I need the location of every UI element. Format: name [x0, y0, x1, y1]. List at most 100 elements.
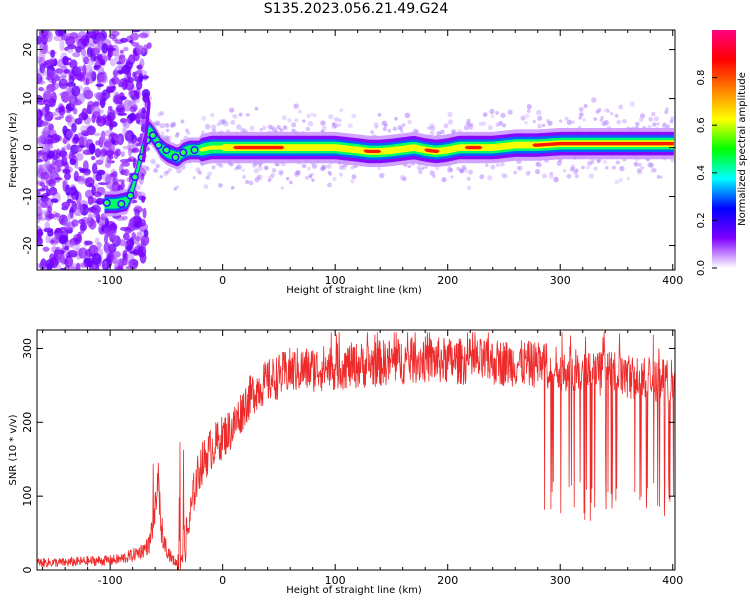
noise-speckle — [78, 247, 88, 259]
x-tick-label: 100 — [325, 274, 346, 287]
noise-speckle — [62, 136, 68, 145]
noise-speckle — [77, 31, 87, 39]
halo-speckle — [305, 126, 311, 132]
noise-speckle — [37, 206, 43, 217]
halo-speckle — [656, 122, 660, 126]
noise-speckle — [63, 62, 72, 66]
halo-speckle — [426, 126, 431, 131]
noise-speckle — [42, 210, 48, 216]
noise-speckle — [100, 153, 105, 163]
noise-speckle — [74, 175, 82, 182]
halo-speckle — [242, 174, 247, 179]
halo-speckle — [350, 179, 355, 184]
noise-speckle — [140, 239, 147, 250]
noise-speckle — [81, 53, 91, 63]
noise-speckle — [95, 83, 104, 87]
halo-speckle — [532, 119, 536, 124]
halo-speckle — [463, 124, 470, 131]
noise-speckle — [66, 113, 73, 123]
halo-speckle — [652, 122, 657, 127]
noise-speckle — [91, 103, 100, 108]
noise-speckle — [96, 117, 102, 123]
halo-speckle — [456, 166, 461, 171]
halo-speckle — [637, 162, 642, 167]
noise-speckle — [136, 64, 143, 70]
halo-speckle — [307, 120, 314, 127]
halo-speckle — [650, 167, 656, 174]
y-tick-label: 10 — [21, 92, 34, 106]
transition-blob — [165, 148, 168, 152]
halo-speckle — [171, 121, 177, 127]
halo-speckle — [447, 167, 453, 173]
colorbar: 0.0 0.2 0.4 0.6 0.8 Normalized spectral ampli… — [696, 30, 748, 276]
noise-speckle — [86, 43, 94, 48]
noise-speckle — [113, 97, 123, 105]
noise-speckle — [43, 42, 49, 55]
halo-speckle — [603, 119, 609, 126]
noise-speckle — [93, 132, 101, 137]
noise-speckle — [71, 219, 79, 227]
halo-speckle — [347, 122, 353, 129]
halo-speckle — [616, 119, 621, 125]
halo-speckle — [662, 122, 667, 127]
noise-speckle — [102, 258, 112, 269]
halo-speckle — [327, 170, 332, 175]
halo-speckle — [526, 104, 532, 110]
halo-speckle — [282, 125, 287, 129]
halo-speckle — [377, 112, 382, 117]
x-tick-label: 0 — [219, 574, 226, 587]
noise-speckle — [132, 47, 140, 57]
noise-speckle — [119, 49, 124, 54]
noise-speckle — [66, 44, 77, 50]
x-tick-label: 400 — [662, 274, 683, 287]
x-tick-label: 400 — [662, 574, 683, 587]
noise-speckle — [63, 32, 72, 40]
halo-speckle — [637, 169, 643, 175]
halo-speckle — [370, 130, 374, 134]
halo-speckle — [328, 113, 334, 120]
noise-speckle — [88, 69, 94, 82]
noise-speckle — [106, 47, 117, 52]
y-tick-label: 0 — [21, 567, 34, 574]
noise-speckle — [110, 113, 116, 119]
noise-speckle — [125, 80, 135, 91]
halo-speckle — [546, 118, 550, 123]
noise-speckle — [99, 58, 105, 65]
noise-speckle — [88, 182, 93, 187]
halo-speckle — [664, 110, 669, 114]
halo-speckle — [321, 125, 327, 131]
halo-speckle — [166, 135, 172, 141]
halo-speckle — [487, 125, 493, 131]
transition-blob — [193, 148, 196, 152]
noise-speckle — [73, 207, 83, 217]
noise-speckle — [117, 70, 124, 74]
halo-speckle — [145, 167, 150, 172]
halo-speckle — [659, 175, 663, 179]
halo-speckle — [586, 165, 590, 170]
snr-axes: -100 0 100 200 300 400 0 100 200 300 Height of str… — [8, 329, 683, 596]
halo-speckle — [578, 106, 584, 112]
noise-speckle — [138, 32, 149, 39]
halo-speckle — [582, 118, 586, 122]
halo-speckle — [351, 113, 357, 119]
halo-speckle — [249, 125, 255, 131]
halo-speckle — [174, 133, 180, 138]
noise-speckle — [43, 88, 52, 94]
halo-speckle — [640, 166, 645, 170]
noise-speckle — [38, 86, 44, 92]
noise-speckle — [134, 98, 140, 104]
halo-speckle — [297, 109, 302, 114]
halo-speckle — [229, 107, 235, 113]
halo-speckle — [351, 174, 357, 180]
halo-speckle — [291, 122, 297, 128]
halo-speckle — [398, 126, 403, 131]
noise-speckle — [40, 164, 50, 169]
halo-speckle — [633, 161, 639, 167]
noise-speckle — [104, 217, 109, 227]
halo-speckle — [570, 164, 576, 169]
halo-speckle — [337, 118, 342, 123]
halo-speckle — [407, 119, 412, 125]
halo-speckle — [219, 163, 224, 168]
noise-speckle — [72, 233, 82, 245]
halo-speckle — [271, 168, 277, 173]
